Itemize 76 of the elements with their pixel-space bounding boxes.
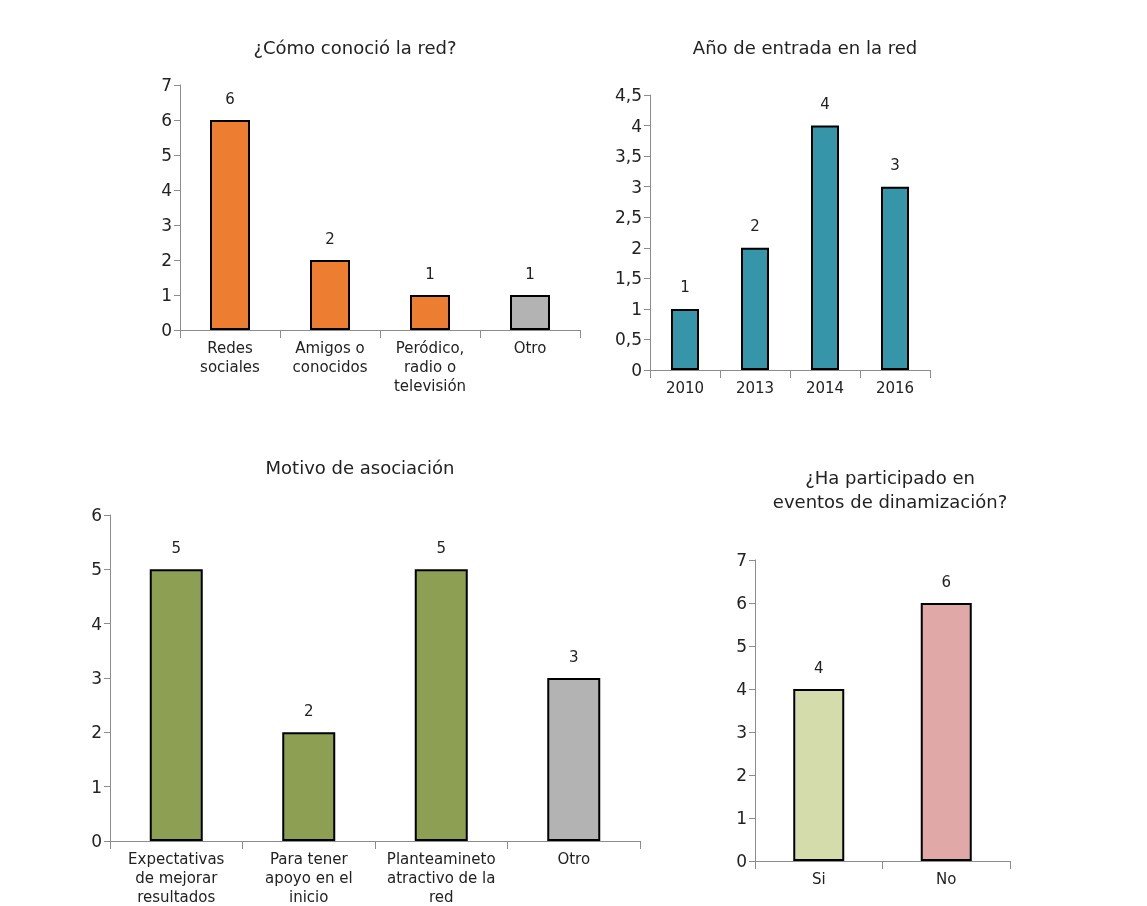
x-tick-label: Planteamineto atractivo de la red xyxy=(386,849,496,906)
y-tick-label: 1 xyxy=(91,776,102,797)
bar xyxy=(414,569,468,841)
y-tick-label: 4 xyxy=(91,613,102,634)
x-tick-label: Otro xyxy=(513,338,547,357)
data-label: 3 xyxy=(890,156,900,175)
bar xyxy=(149,569,203,841)
x-tick-label: Si xyxy=(811,869,826,888)
chart-title: ¿Cómo conoció la red? xyxy=(253,36,457,58)
bar xyxy=(410,295,450,330)
y-tick-label: 0 xyxy=(631,360,642,380)
data-label: 5 xyxy=(436,538,447,557)
data-label: 4 xyxy=(813,658,824,677)
y-tick-label: 4 xyxy=(161,180,172,200)
x-tick-label: Amigos o conocidos xyxy=(292,338,368,376)
y-tick-label: 2,5 xyxy=(614,207,642,228)
x-tick-label: Peródico, radio o televisión xyxy=(393,338,467,395)
y-tick-label: 3 xyxy=(91,668,102,688)
y-tick-label: 2 xyxy=(631,237,642,258)
bar xyxy=(210,120,250,330)
x-tick-label: No xyxy=(936,869,957,888)
data-label: 2 xyxy=(750,217,760,236)
data-label: 4 xyxy=(820,95,830,114)
y-tick-label: 5 xyxy=(736,636,747,656)
y-tick-label: 5 xyxy=(161,145,172,165)
y-tick-label: 6 xyxy=(161,110,172,130)
y-tick-label: 3 xyxy=(736,722,747,742)
data-label: 3 xyxy=(568,647,579,666)
bar xyxy=(310,260,350,330)
bar xyxy=(811,125,839,370)
y-tick-label: 0 xyxy=(161,320,172,340)
y-tick-label: 6 xyxy=(736,593,747,613)
data-label: 1 xyxy=(680,278,690,297)
y-tick-label: 5 xyxy=(91,559,102,580)
x-tick-label: Expectativas de mejorar resultados xyxy=(128,849,225,906)
y-tick-label: 0,5 xyxy=(614,329,642,350)
data-label: 1 xyxy=(425,264,435,283)
bar xyxy=(547,678,601,841)
x-tick-label: 2013 xyxy=(735,378,775,397)
x-tick-label: 2014 xyxy=(805,378,845,397)
bar xyxy=(741,247,769,370)
x-tick-label: Para tener apoyo en el inicio xyxy=(264,849,353,906)
bar xyxy=(510,295,550,330)
y-tick-label: 2 xyxy=(736,765,747,785)
chart-title: Motivo de asociación xyxy=(265,456,455,478)
x-tick-label: 2016 xyxy=(875,378,915,397)
bar xyxy=(881,186,909,370)
data-label: 6 xyxy=(225,89,235,108)
y-tick-label: 2 xyxy=(91,722,102,743)
y-tick-label: 7 xyxy=(736,550,747,570)
y-tick-label: 4 xyxy=(631,115,642,136)
y-tick-label: 4 xyxy=(736,679,747,699)
x-tick-label: 2010 xyxy=(665,378,705,397)
y-tick-label: 2 xyxy=(161,250,172,270)
data-label: 2 xyxy=(303,701,314,720)
chart-title: Año de entrada en la red xyxy=(692,36,918,58)
data-label: 6 xyxy=(941,572,952,591)
y-tick-label: 1 xyxy=(161,285,172,305)
y-tick-label: 0 xyxy=(736,851,747,871)
y-tick-label: 4,5 xyxy=(614,85,642,105)
x-tick-label: Redes sociales xyxy=(200,338,261,376)
y-tick-label: 3,5 xyxy=(614,146,642,167)
y-tick-label: 1 xyxy=(631,298,642,319)
y-tick-label: 1 xyxy=(736,808,747,828)
y-tick-label: 6 xyxy=(91,505,102,525)
y-tick-label: 3 xyxy=(631,176,642,197)
y-tick-label: 7 xyxy=(161,75,172,95)
x-tick-label: Otro xyxy=(557,849,591,868)
chart-title: ¿Ha participado en eventos de dinamización? xyxy=(772,466,1008,512)
bar xyxy=(671,308,699,370)
bar xyxy=(282,732,336,841)
y-tick-label: 1,5 xyxy=(614,268,642,289)
data-label: 1 xyxy=(525,264,535,283)
y-tick-label: 3 xyxy=(161,215,172,235)
y-tick-label: 0 xyxy=(91,831,102,851)
data-label: 2 xyxy=(325,229,335,248)
